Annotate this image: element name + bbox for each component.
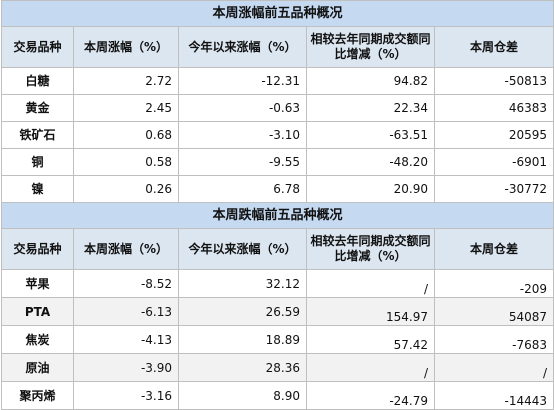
product-name: PTA (1, 297, 74, 326)
open-interest-change: -209 (434, 269, 554, 298)
open-interest-change: -50813 (434, 67, 554, 95)
header-ytd-change: 今年以来涨幅（%） (178, 228, 307, 270)
section-title: 本周跌幅前五品种概况 (1, 202, 554, 229)
header-row: 交易品种 本周涨幅（%） 今年以来涨幅（%） 相较去年同期成交额同比增减（%） … (1, 228, 554, 270)
weekly-change: -3.16 (73, 381, 179, 410)
product-name: 铁矿石 (1, 121, 74, 149)
ytd-change: -12.31 (178, 67, 307, 95)
ytd-change: 26.59 (178, 297, 307, 326)
open-interest-change: 20595 (434, 121, 554, 149)
weekly-change: -3.90 (73, 353, 179, 382)
table-row: 焦炭 -4.13 18.89 57.42 -7683 (1, 325, 554, 354)
section-title: 本周涨幅前五品种概况 (1, 0, 554, 27)
turnover-yoy: / (306, 269, 435, 298)
ytd-change: 18.89 (178, 325, 307, 354)
header-ytd-change: 今年以来涨幅（%） (178, 26, 307, 68)
section-title-row: 本周跌幅前五品种概况 (1, 202, 554, 229)
header-turnover-yoy: 相较去年同期成交额同比增减（%） (306, 228, 435, 270)
table-row: 聚丙烯 -3.16 8.90 -24.79 -14443 (1, 381, 554, 410)
ytd-change: -0.63 (178, 94, 307, 122)
table-row: 铁矿石 0.68 -3.10 -63.51 20595 (1, 121, 554, 149)
product-name: 苹果 (1, 269, 74, 298)
table-row: PTA -6.13 26.59 154.97 54087 (1, 297, 554, 326)
product-name: 原油 (1, 353, 74, 382)
turnover-yoy: / (306, 353, 435, 382)
open-interest-change: -7683 (434, 325, 554, 354)
ytd-change: -9.55 (178, 148, 307, 176)
product-name: 聚丙烯 (1, 381, 74, 410)
weekly-change: 0.26 (73, 175, 179, 203)
header-open-interest-change: 本周仓差 (434, 228, 554, 270)
turnover-yoy: -48.20 (306, 148, 435, 176)
turnover-yoy: 154.97 (306, 297, 435, 326)
open-interest-change: 54087 (434, 297, 554, 326)
header-product: 交易品种 (1, 26, 74, 68)
header-product: 交易品种 (1, 228, 74, 270)
weekly-change: -6.13 (73, 297, 179, 326)
table-row: 铜 0.58 -9.55 -48.20 -6901 (1, 148, 554, 176)
ytd-change: 6.78 (178, 175, 307, 203)
header-row: 交易品种 本周涨幅（%） 今年以来涨幅（%） 相较去年同期成交额同比增减（%） … (1, 26, 554, 68)
section-title-row: 本周涨幅前五品种概况 (1, 0, 554, 27)
table-row: 镍 0.26 6.78 20.90 -30772 (1, 175, 554, 203)
weekly-change: -8.52 (73, 269, 179, 298)
product-name: 黄金 (1, 94, 74, 122)
product-name: 镍 (1, 175, 74, 203)
open-interest-change: -30772 (434, 175, 554, 203)
ytd-change: 32.12 (178, 269, 307, 298)
header-turnover-yoy: 相较去年同期成交额同比增减（%） (306, 26, 435, 68)
turnover-yoy: -24.79 (306, 381, 435, 410)
header-open-interest-change: 本周仓差 (434, 26, 554, 68)
turnover-yoy: 20.90 (306, 175, 435, 203)
weekly-change: 2.72 (73, 67, 179, 95)
header-weekly-change: 本周涨幅（%） (73, 228, 179, 270)
header-weekly-change: 本周涨幅（%） (73, 26, 179, 68)
ytd-change: 8.90 (178, 381, 307, 410)
open-interest-change: -6901 (434, 148, 554, 176)
open-interest-change: -14443 (434, 381, 554, 410)
weekly-change: 0.58 (73, 148, 179, 176)
open-interest-change: 46383 (434, 94, 554, 122)
turnover-yoy: 22.34 (306, 94, 435, 122)
table-row: 原油 -3.90 28.36 / / (1, 353, 554, 382)
weekly-change: -4.13 (73, 325, 179, 354)
table-row: 白糖 2.72 -12.31 94.82 -50813 (1, 67, 554, 95)
product-name: 铜 (1, 148, 74, 176)
turnover-yoy: 94.82 (306, 67, 435, 95)
turnover-yoy: -63.51 (306, 121, 435, 149)
product-name: 焦炭 (1, 325, 74, 354)
ytd-change: 28.36 (178, 353, 307, 382)
turnover-yoy: 57.42 (306, 325, 435, 354)
open-interest-change: / (434, 353, 554, 382)
weekly-change: 2.45 (73, 94, 179, 122)
product-name: 白糖 (1, 67, 74, 95)
ytd-change: -3.10 (178, 121, 307, 149)
table-row: 黄金 2.45 -0.63 22.34 46383 (1, 94, 554, 122)
table-row: 苹果 -8.52 32.12 / -209 (1, 269, 554, 298)
weekly-change: 0.68 (73, 121, 179, 149)
